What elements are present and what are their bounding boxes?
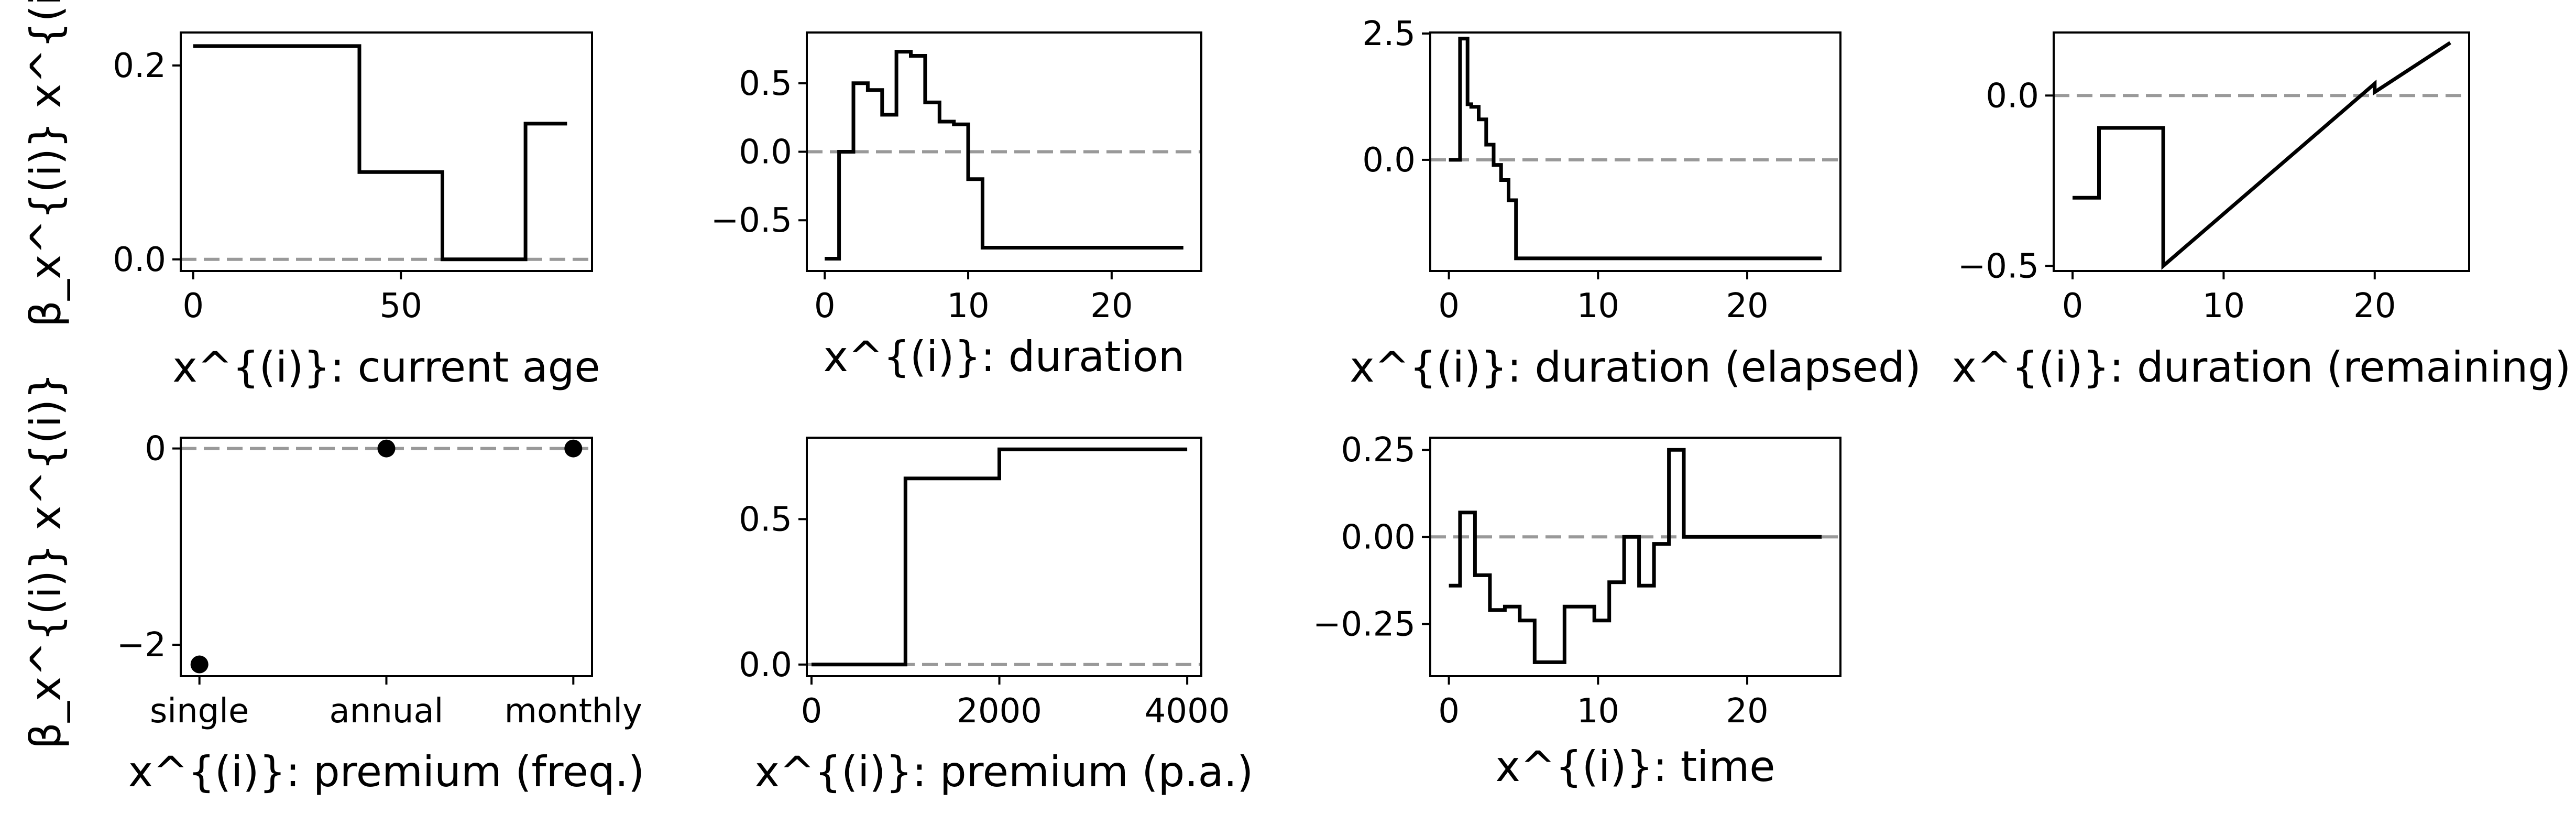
data-point <box>564 439 583 458</box>
x-tick-label: 10 <box>947 287 989 326</box>
subplot-4: 0 10 20 −0.5 0.0 x^{(i)}: duration (remaining… <box>1952 31 2571 392</box>
axes-frame <box>180 31 593 272</box>
x-tick-label: annual <box>330 692 444 731</box>
subplot-2: 0 10 20 −0.5 0.0 0.5 x^{(i)}: duration <box>711 31 1202 381</box>
x-tick-label: 2000 <box>957 692 1042 731</box>
x-tick-label: single <box>150 692 249 731</box>
x-tick-label: 20 <box>1726 692 1768 731</box>
axes-frame <box>1429 437 1841 677</box>
subplot-6: 0 2000 4000 0.0 0.5 x^{(i)}: premium (p.a.) <box>739 437 1254 796</box>
x-tick-label: 0 <box>801 692 823 731</box>
subplot-5: single annual monthly −2 0 x^{(i)}: premium (… <box>117 430 645 796</box>
x-axis-title: x^{(i)}: duration (elapsed) <box>1350 343 1921 392</box>
x-axis-title: x^{(i)}: premium (freq.) <box>128 747 645 796</box>
y-tick-label: 0 <box>145 430 166 469</box>
y-tick-label: −0.25 <box>1313 605 1416 644</box>
x-tick-label: monthly <box>505 692 642 731</box>
x-tick-label: 10 <box>1577 692 1619 731</box>
x-tick-label: 0 <box>182 287 204 326</box>
axes-frame <box>180 437 593 677</box>
y-tick-label: 0.25 <box>1341 431 1416 470</box>
x-tick-label: 20 <box>2353 287 2396 326</box>
subplot-3: 0 10 20 0.0 2.5 x^{(i)}: duration (elapsed) <box>1350 15 1921 392</box>
x-axis-title: x^{(i)}: duration <box>824 332 1185 381</box>
x-tick-label: 20 <box>1090 287 1133 326</box>
x-tick-label: 10 <box>1577 287 1619 326</box>
x-axis-title: x^{(i)}: current age <box>172 343 600 392</box>
x-tick-label: 4000 <box>1145 692 1230 731</box>
x-tick-label: 20 <box>1726 287 1768 326</box>
subplot-1: 0 50 0.0 0.2 x^{(i)}: current age <box>113 31 600 392</box>
x-tick-label: 0 <box>2062 287 2084 326</box>
y-tick-label: 2.5 <box>1362 15 1416 53</box>
subplot-7: 0 10 20 −0.25 0.00 0.25 x^{(i)}: time <box>1313 431 1841 791</box>
series-line <box>825 50 1183 261</box>
y-tick-label: 0.0 <box>113 241 166 279</box>
series-line <box>1449 37 1822 261</box>
y-tick-label: −0.5 <box>711 201 792 240</box>
x-tick-label: 0 <box>1438 692 1460 731</box>
x-tick-label: 50 <box>380 287 422 326</box>
x-axis-title: x^{(i)}: time <box>1496 742 1775 791</box>
axes-frame <box>1429 31 1841 272</box>
data-point <box>377 439 396 458</box>
y-tick-label: 0.00 <box>1341 518 1416 557</box>
y-tick-label: 0.2 <box>113 47 166 85</box>
y-tick-label: 0.0 <box>739 133 792 172</box>
x-tick-label: 10 <box>2202 287 2245 326</box>
y-tick-label: 0.5 <box>739 500 792 539</box>
y-tick-label: −0.5 <box>1958 247 2039 286</box>
y-tick-label: 0.5 <box>739 64 792 103</box>
y-tick-label: 0.0 <box>1362 141 1416 180</box>
series-line <box>1449 448 1822 664</box>
axes-frame <box>806 437 1202 677</box>
x-axis-title: x^{(i)}: duration (remaining) <box>1952 343 2571 392</box>
y-axis-title-row1: β_x^{(i)} x^{(i)} <box>21 0 70 327</box>
series-line <box>2073 41 2451 270</box>
y-axis-title-row2: β_x^{(i)} x^{(i)} <box>21 373 70 749</box>
x-tick-label: 0 <box>814 287 836 326</box>
x-tick-label: 0 <box>1438 287 1460 326</box>
series-line <box>193 44 567 262</box>
data-point <box>190 655 209 674</box>
y-tick-label: −2 <box>117 626 166 665</box>
axes-frame <box>2053 31 2470 272</box>
y-tick-label: 0.0 <box>1986 77 2039 115</box>
series-line <box>812 447 1188 667</box>
y-tick-label: 0.0 <box>739 646 792 685</box>
x-axis-title: x^{(i)}: premium (p.a.) <box>755 747 1254 796</box>
